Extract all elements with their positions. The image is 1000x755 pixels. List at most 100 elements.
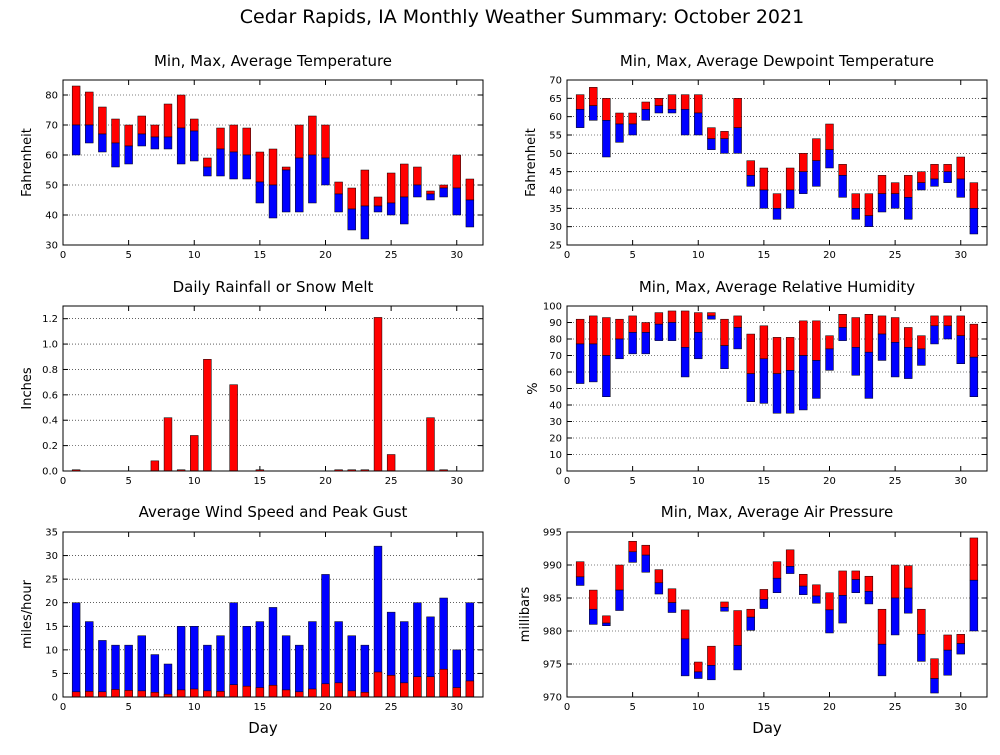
avg-to-min-bar — [785, 566, 795, 574]
avg-to-min-bar — [386, 202, 396, 216]
ytick-label-humidity: 0 — [556, 467, 562, 478]
avg-to-min-bar — [400, 196, 409, 225]
ylabel-wind: miles/hour — [20, 579, 35, 648]
max-to-avg-bar — [295, 124, 304, 159]
ytick-label-dewpoint: 35 — [549, 204, 562, 215]
max-to-avg-bar — [589, 315, 598, 345]
xtick-label-wind: 20 — [319, 702, 332, 713]
ytick-label-pressure: 970 — [543, 693, 562, 704]
avg-to-min-bar — [877, 333, 887, 361]
max-to-avg-bar — [628, 540, 637, 553]
max-to-avg-bar — [413, 166, 422, 186]
avg-to-min-bar — [426, 193, 435, 201]
avg-to-min-bar — [439, 187, 448, 198]
ytick-label-pressure: 985 — [543, 594, 562, 605]
max-to-avg-bar — [667, 94, 677, 110]
bars-rainfall — [71, 317, 448, 472]
max-to-avg-bar — [851, 570, 860, 580]
xtick-label-rainfall: 25 — [385, 476, 398, 487]
xtick-label-pressure: 25 — [889, 702, 902, 713]
avg-to-min-bar — [943, 171, 952, 183]
panel-title-temperature: Min, Max, Average Temperature — [154, 52, 392, 70]
max-to-avg-bar — [838, 314, 847, 328]
ytick-label-wind: 25 — [45, 575, 58, 586]
ytick-label-rainfall: 0.8 — [42, 365, 58, 376]
ytick-label-dewpoint: 25 — [549, 241, 562, 252]
avg-to-min-bar — [628, 551, 637, 563]
max-to-avg-bar — [851, 317, 860, 348]
avg-to-min-bar — [930, 325, 939, 345]
max-to-avg-bar — [163, 103, 173, 138]
rain-bar — [373, 317, 383, 472]
max-to-avg-bar — [785, 167, 795, 191]
avg-to-min-bar — [877, 643, 887, 677]
avg-to-min-bar — [956, 643, 965, 655]
ylabel-pressure: millibars — [518, 587, 533, 643]
xtick-label-temperature: 20 — [319, 250, 332, 261]
avg-to-min-bar — [575, 343, 585, 384]
avg-to-min-bar — [772, 577, 782, 593]
ytick-label-wind: 35 — [45, 528, 58, 539]
avg-to-min-bar — [812, 595, 821, 604]
max-to-avg-bar — [589, 589, 598, 610]
xtick-label-pressure: 10 — [692, 702, 705, 713]
avg-to-min-bar — [589, 608, 598, 625]
avg-to-min-bar — [295, 157, 304, 213]
peak-gust-bar — [150, 654, 160, 698]
peak-gust-bar — [268, 607, 278, 698]
max-to-avg-bar — [746, 160, 755, 176]
peak-gust-bar — [137, 635, 146, 698]
average-wind-bar — [386, 675, 396, 698]
ytick-label-pressure: 995 — [543, 528, 562, 539]
average-wind-bar — [124, 690, 133, 698]
avg-to-min-bar — [733, 327, 742, 350]
avg-to-min-bar — [124, 145, 133, 165]
peak-gust-bar — [281, 635, 291, 698]
avg-to-min-bar — [864, 351, 874, 399]
max-to-avg-bar — [956, 156, 965, 180]
avg-to-min-bar — [641, 109, 650, 121]
ytick-label-dewpoint: 40 — [549, 186, 562, 197]
max-to-avg-bar — [917, 608, 926, 635]
avg-to-min-bar — [772, 373, 782, 414]
xtick-label-wind: 25 — [385, 702, 398, 713]
xtick-label-wind: 15 — [254, 702, 267, 713]
xtick-label-rainfall: 30 — [450, 476, 463, 487]
avg-to-min-bar — [176, 127, 186, 165]
avg-to-min-bar — [654, 323, 664, 341]
xtick-label-wind: 10 — [188, 702, 201, 713]
ytick-label-temperature: 60 — [45, 151, 58, 162]
avg-to-min-bar — [589, 343, 598, 383]
ylabel-rainfall: Inches — [20, 367, 35, 409]
xtick-label-pressure: 0 — [564, 702, 570, 713]
avg-to-min-bar — [930, 678, 939, 694]
xtick-label-wind: 30 — [450, 702, 463, 713]
avg-to-min-bar — [733, 645, 742, 671]
avg-to-min-bar — [838, 327, 847, 341]
avg-to-min-bar — [602, 120, 611, 158]
avg-to-min-bar — [654, 105, 664, 114]
average-wind-bar — [465, 680, 475, 698]
xtick-label-dewpoint: 25 — [889, 250, 902, 261]
avg-to-min-bar — [615, 338, 624, 360]
xtick-label-dewpoint: 10 — [692, 250, 705, 261]
xtick-label-rainfall: 0 — [60, 476, 66, 487]
peak-gust-bar — [295, 644, 304, 698]
ytick-label-pressure: 990 — [543, 561, 562, 572]
peak-gust-bar — [347, 635, 356, 698]
ytick-label-humidity: 60 — [549, 368, 562, 379]
max-to-avg-bar — [575, 561, 585, 578]
max-to-avg-bar — [667, 588, 677, 603]
max-to-avg-bar — [799, 320, 808, 356]
max-to-avg-bar — [641, 322, 650, 333]
avg-to-min-bar — [190, 130, 199, 162]
max-to-avg-bar — [281, 166, 291, 171]
ytick-label-temperature: 70 — [45, 121, 58, 132]
max-to-avg-bar — [943, 634, 952, 651]
xtick-label-pressure: 30 — [954, 702, 967, 713]
chart-rainfall: Daily Rainfall or Snow Melt 0.0 0.2 0.4 0.6 0… — [20, 278, 484, 487]
panel-title-humidity: Min, Max, Average Relative Humidity — [639, 278, 915, 296]
avg-to-min-bar — [785, 189, 795, 209]
ytick-label-rainfall: 0.6 — [42, 390, 58, 401]
